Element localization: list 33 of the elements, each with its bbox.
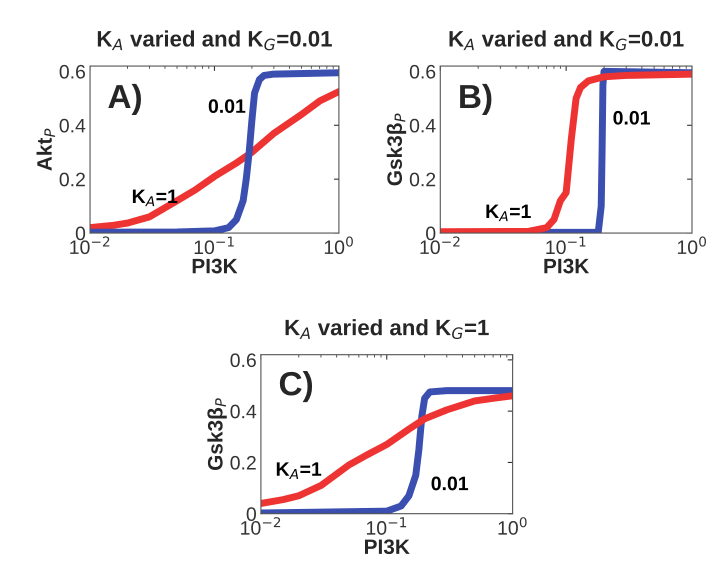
x-axis-title: PI3K: [364, 539, 410, 554]
y-tick-label: 0.6: [230, 353, 256, 368]
annotation: C): [280, 370, 312, 402]
chart-title: K$_{A}$ varied and K$_{G}$=0.01: [98, 30, 332, 50]
x-tick-label: 10$^{−1}$: [366, 517, 406, 535]
series-label: 0.01: [208, 99, 246, 113]
x-axis-title: PI3K: [192, 258, 238, 274]
chart-title: K$_{A}$ varied and K$_{G}$=0.01: [450, 30, 684, 50]
x-tick-label: 10$^{0}$: [678, 236, 706, 254]
y-tick-label: 0.6: [410, 64, 436, 79]
y-tick-label: 0.4: [60, 118, 86, 133]
y-axis-title: Gsk3β$_{P}$: [386, 114, 406, 186]
x-axis-title: PI3K: [544, 258, 590, 274]
y-tick-label: 0.2: [230, 456, 256, 470]
y-tick-label: 0.6: [60, 64, 86, 79]
x-tick-label: 10$^{−1}$: [546, 236, 586, 254]
series-label: 0.01: [432, 476, 468, 490]
y-tick-label: 0.4: [230, 404, 256, 418]
x-tick-label: 10$^{0}$: [498, 517, 527, 535]
series-label: K$_{A}$=1: [132, 190, 178, 206]
x-tick-label: 10$^{0}$: [324, 236, 353, 254]
y-axis-title: Gsk3β$_{P}$: [207, 398, 227, 470]
y-axis-title: Akt$_{P}$: [36, 128, 56, 171]
annotation: A): [108, 84, 141, 115]
series-label: 0.01: [613, 110, 650, 125]
y-tick-label: 0.4: [410, 118, 436, 133]
y-tick-label: 0.2: [60, 172, 85, 186]
y-tick-label: 0.2: [410, 172, 436, 186]
x-tick-label: 10$^{−1}$: [194, 236, 234, 254]
chart-title: K$_{A}$ varied and K$_{G}$=1: [286, 319, 489, 340]
series-label: K$_{A}$=1: [486, 204, 531, 222]
series-label: K$_{A}$=1: [276, 462, 322, 479]
annotation: B): [460, 84, 492, 115]
